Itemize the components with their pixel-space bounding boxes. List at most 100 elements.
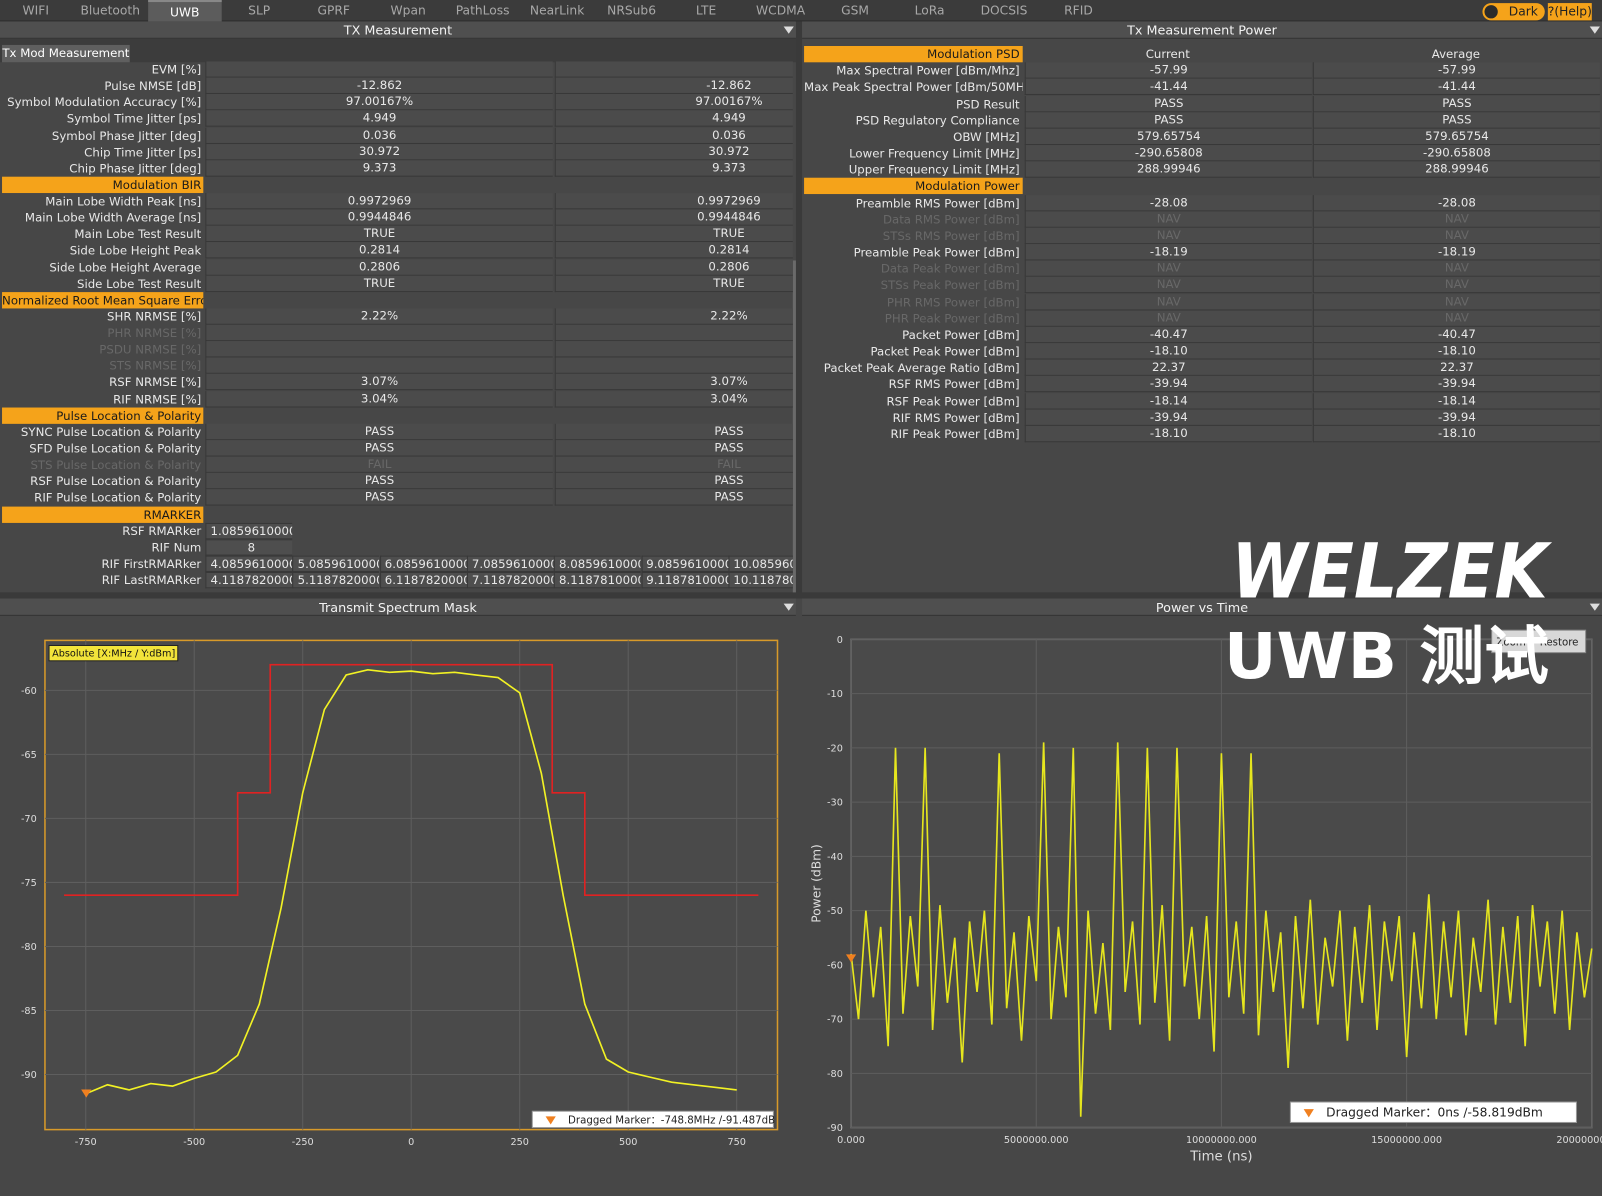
value-cell: NAV <box>1024 211 1312 228</box>
dropdown-button[interactable] <box>1588 600 1602 614</box>
tab[interactable]: NRSub6 <box>607 3 656 18</box>
value-cell: 0.2814 <box>205 242 553 259</box>
value-cell: PASS <box>205 423 553 441</box>
row-label: RSF Pulse Location & Polarity <box>30 474 202 489</box>
value-cell: 4.949 <box>554 110 793 128</box>
chart-button-label[interactable]: Restore <box>1540 637 1579 648</box>
value-cell: -18.14 <box>1024 392 1312 410</box>
value-cell: NAV <box>1024 260 1312 277</box>
y-tick-label: -70 <box>827 1015 843 1026</box>
chart-button-label[interactable]: Zoom <box>1496 637 1525 648</box>
marker-icon <box>1303 1109 1314 1118</box>
x-tick-label: 20000000.000 <box>1556 1135 1602 1146</box>
rmarker-cell: 4.1187820000 <box>205 571 293 589</box>
tab[interactable]: LTE <box>695 3 717 18</box>
tab[interactable]: PathLoss <box>455 3 510 18</box>
value-cell: NAV <box>1312 310 1600 327</box>
marker-box <box>531 1110 774 1129</box>
dropdown-arrow <box>1589 26 1600 34</box>
value-cell: 22.37 <box>1024 359 1312 377</box>
row-label: Symbol Time Jitter [ps] <box>66 111 202 127</box>
tab[interactable]: WIFI <box>22 3 49 18</box>
watermark-caption: UWB 测试 <box>1224 619 1549 693</box>
row-label: Side Lobe Height Average <box>49 259 202 275</box>
rmarker-cell: 5.0859610000 <box>292 555 380 572</box>
dropdown-button[interactable] <box>782 22 796 36</box>
y-tick-label: -60 <box>827 960 843 971</box>
value-cell: -290.65808 <box>1312 145 1600 162</box>
value-cell: PASS <box>554 423 793 441</box>
panel-title: Power vs Time <box>802 598 1602 616</box>
tab[interactable]: Wpan <box>390 3 426 18</box>
row-label: Preamble RMS Power [dBm] <box>855 195 1020 210</box>
power-table: Modulation PSD Current Average Max Spectral… <box>804 45 1600 455</box>
value-cell: -39.94 <box>1024 376 1312 393</box>
row-label: STS NRMSE [%] <box>109 358 202 374</box>
x-tick-label: 250 <box>510 1137 529 1148</box>
dropdown-arrow <box>783 26 794 34</box>
tab[interactable]: LoRa <box>914 3 945 18</box>
value-cell: TRUE <box>554 226 793 243</box>
row-label: Preamble Peak Power [dBm] <box>853 245 1020 260</box>
row-label: Data Peak Power [dBm] <box>880 261 1020 276</box>
row-label: Side Lobe Height Peak <box>69 243 202 258</box>
value-cell: 579.65754 <box>1312 128 1600 145</box>
row-label: Side Lobe Test Result <box>76 276 202 291</box>
value-cell: -18.10 <box>1312 343 1600 360</box>
x-tick-label: -750 <box>75 1137 97 1148</box>
panel-divider <box>795 21 803 598</box>
subtab[interactable]: Tx Mod Measurement <box>2 44 130 63</box>
dropdown-button[interactable] <box>1588 22 1602 36</box>
chart-button[interactable] <box>1491 629 1531 654</box>
row-label: PHR Peak Power [dBm] <box>884 311 1020 326</box>
help-button[interactable]: ?(Help) <box>1547 3 1592 21</box>
value-cell <box>554 324 793 342</box>
value-cell: 22.37 <box>1312 359 1600 377</box>
value-cell: 9.373 <box>554 160 793 177</box>
value-cell: -41.44 <box>1024 78 1312 96</box>
tab[interactable]: SLP <box>248 3 271 18</box>
dropdown-button[interactable] <box>782 600 796 614</box>
value-cell: -41.44 <box>1312 78 1600 96</box>
marker <box>81 1089 92 1098</box>
value-cell <box>554 341 793 358</box>
tab[interactable]: RFID <box>1064 3 1093 18</box>
value-cell <box>554 61 793 78</box>
row-label: Lower Frequency Limit [MHz] <box>849 146 1020 161</box>
row-label: Packet Power [dBm] <box>902 327 1020 343</box>
value-cell: NAV <box>1312 211 1600 228</box>
value-cell: PASS <box>1024 112 1312 129</box>
value-cell: -57.99 <box>1312 62 1600 79</box>
value-cell: NAV <box>1024 277 1312 294</box>
tab[interactable]: DOCSIS <box>980 3 1028 18</box>
value-cell: NAV <box>1312 293 1600 311</box>
column-header: Current <box>1145 46 1190 62</box>
marker <box>845 954 857 963</box>
row-label: Main Lobe Width Average [ns] <box>24 210 202 225</box>
value-cell: -28.08 <box>1024 194 1312 211</box>
tab[interactable]: Bluetooth <box>80 3 140 18</box>
value-cell: TRUE <box>205 275 553 292</box>
tab[interactable]: UWB <box>147 0 222 22</box>
tab[interactable]: GPRF <box>317 3 350 18</box>
value-cell: -40.47 <box>1024 326 1312 344</box>
theme-toggle[interactable]: Dark <box>1482 3 1545 21</box>
y-tick-label: -30 <box>827 798 843 809</box>
tab[interactable]: GSM <box>841 3 869 18</box>
rmarker-cell: 7.1187820000 <box>466 571 554 589</box>
section-header: Modulation Power <box>804 178 1023 195</box>
tab[interactable]: WCDMA <box>756 3 806 18</box>
x-axis-label: Time (ns) <box>1189 1149 1252 1164</box>
value-cell: -39.94 <box>1312 376 1600 393</box>
value-cell <box>205 61 553 78</box>
rmarker-cell: 8.1187810000 <box>553 571 641 589</box>
row-label: Main Lobe Width Peak [ns] <box>45 194 202 209</box>
value-cell: PASS <box>205 489 553 506</box>
rmarker-cell: 9.0859610000 <box>641 555 728 572</box>
value-cell <box>205 341 553 358</box>
chart-button[interactable] <box>1532 629 1587 654</box>
row-label: RSF Peak Power [dBm] <box>886 393 1020 409</box>
tab[interactable]: NearLink <box>529 3 585 18</box>
toggle-label: Dark <box>1508 4 1538 19</box>
